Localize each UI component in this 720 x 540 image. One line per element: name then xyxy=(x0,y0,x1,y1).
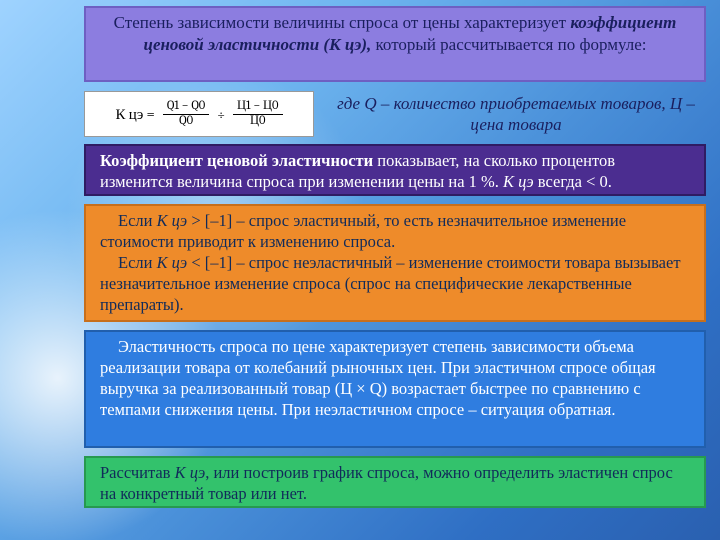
conc-italic: К цэ xyxy=(175,463,206,482)
formula-row: К цэ = Q1 − Q0 Q0 ÷ Ц1 − Ц0 Ц0 где Q – к… xyxy=(84,88,706,140)
frac1-num: Q1 − Q0 xyxy=(163,100,209,114)
division-op: ÷ xyxy=(217,106,225,123)
intro-prefix: Степень зависимости величины спроса от ц… xyxy=(114,13,571,32)
box-intro: Степень зависимости величины спроса от ц… xyxy=(84,6,706,82)
frac2-num: Ц1 − Ц0 xyxy=(233,100,282,114)
fraction-2: Ц1 − Ц0 Ц0 xyxy=(233,100,282,127)
p2-post: < [–1] – спрос неэластичный – изменение … xyxy=(100,253,681,314)
slide: Степень зависимости величины спроса от ц… xyxy=(0,0,720,540)
formula-box: К цэ = Q1 − Q0 Q0 ÷ Ц1 − Ц0 Ц0 xyxy=(84,91,314,137)
def-bold: Коэффициент ценовой эластичности xyxy=(100,151,373,170)
p1-pre: Если xyxy=(118,211,157,230)
box-conclusion: Рассчитав К цэ, или построив график спро… xyxy=(84,456,706,508)
frac2-den: Ц0 xyxy=(246,115,270,128)
def-rest2: всегда < 0. xyxy=(534,172,612,191)
formula-caption: где Q – количество приобретаемых товаров… xyxy=(314,93,706,136)
p2-pre: Если xyxy=(118,253,157,272)
p1-italic: К цэ xyxy=(157,211,188,230)
box-explanation: Эластичность спроса по цене характеризуе… xyxy=(84,330,706,448)
explanation-text: Эластичность спроса по цене характеризуе… xyxy=(100,336,690,420)
formula-lhs: К цэ = xyxy=(115,105,154,124)
fraction-1: Q1 − Q0 Q0 xyxy=(163,100,209,127)
p2-italic: К цэ xyxy=(157,253,188,272)
def-italic: К цэ xyxy=(503,172,534,191)
intro-suffix: который рассчитывается по формуле: xyxy=(376,35,647,54)
box-elastic-cases: Если К цэ > [–1] – спрос эластичный, то … xyxy=(84,204,706,322)
frac1-den: Q0 xyxy=(175,115,197,128)
conc-pre: Рассчитав xyxy=(100,463,175,482)
box-definition: Коэффициент ценовой эластичности показыв… xyxy=(84,144,706,196)
